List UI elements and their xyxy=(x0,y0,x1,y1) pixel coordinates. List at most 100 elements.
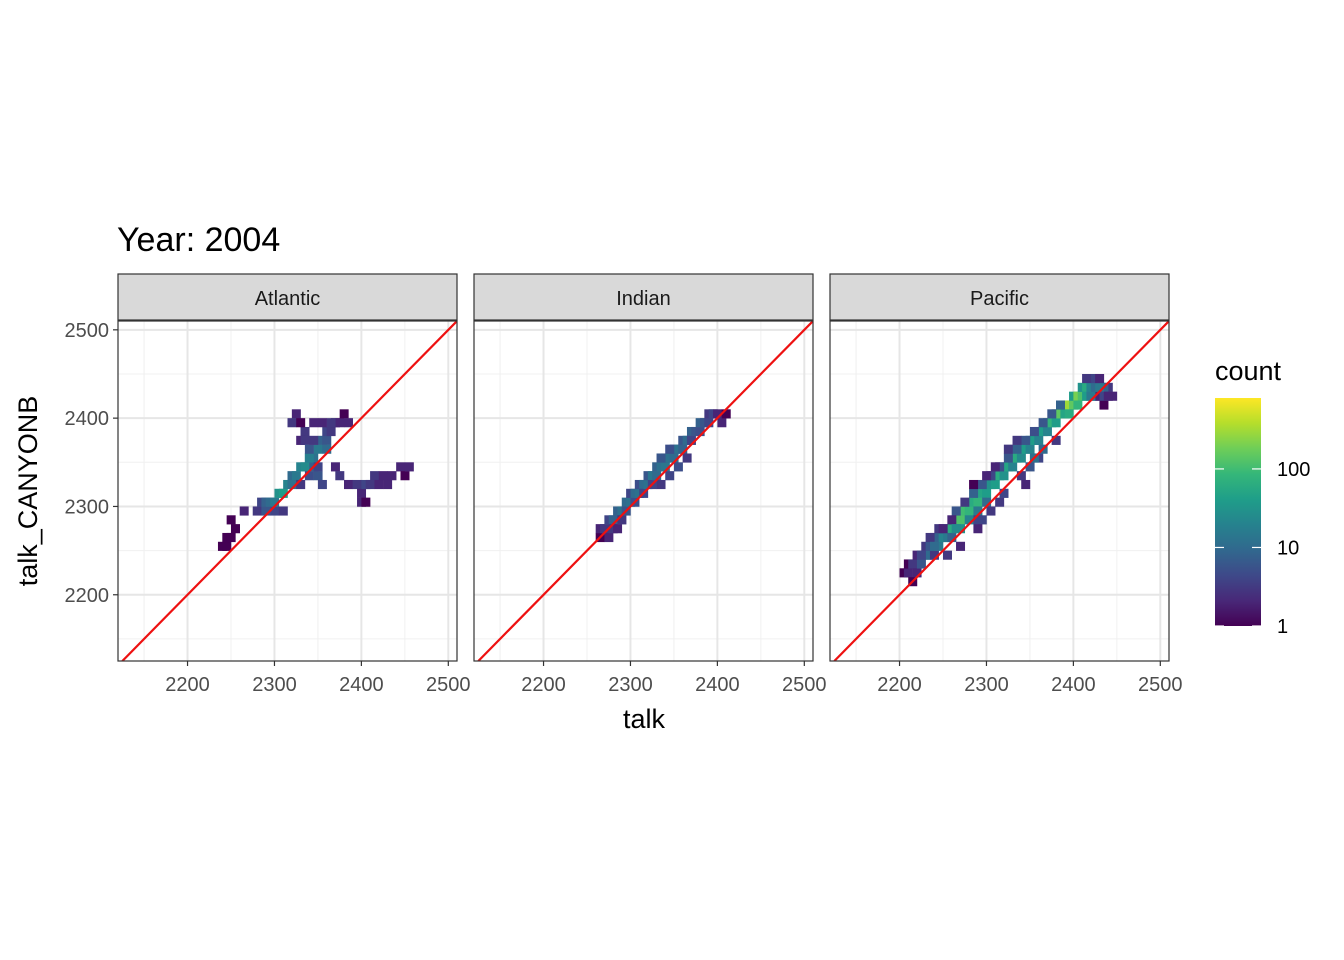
heatmap-bin xyxy=(1008,462,1018,472)
heatmap-bin xyxy=(313,462,323,472)
heatmap-bin xyxy=(344,479,353,490)
heatmap-bin xyxy=(1016,471,1026,481)
heatmap-bin xyxy=(1025,462,1035,472)
reference-line-1to1 xyxy=(121,321,457,661)
heatmap-bin xyxy=(278,488,288,498)
color-legend: count 1 10 100 xyxy=(1215,356,1310,638)
legend-colorbar xyxy=(1215,398,1261,626)
heatmap-bin xyxy=(678,444,688,454)
heatmap-bin xyxy=(929,541,939,551)
heatmap-bin xyxy=(656,479,666,490)
heatmap-bin xyxy=(604,532,614,543)
heatmap-bin xyxy=(1103,391,1113,401)
heatmap-bin xyxy=(1003,453,1013,463)
heatmap-bin xyxy=(982,471,992,481)
heatmap-bin xyxy=(326,426,336,437)
panels-layer: Atlantic 2200 2300 2400 2500 2200 2300 2400 2500… xyxy=(65,273,1183,696)
heatmap-bin xyxy=(652,471,662,481)
heatmap-bin xyxy=(686,435,696,445)
heatmap-bin xyxy=(309,418,319,428)
heatmap-bin xyxy=(973,506,983,516)
heatmap-bin xyxy=(947,515,957,525)
heatmap-bin xyxy=(370,471,380,481)
x-tick-label: 2300 xyxy=(964,674,1009,696)
heatmap-bin xyxy=(361,497,371,507)
heatmap-bin xyxy=(1025,444,1035,454)
heatmap-bin xyxy=(986,506,996,516)
heatmap-bin xyxy=(374,479,384,490)
heatmap-bin xyxy=(999,471,1009,481)
heatmap-bin xyxy=(226,515,236,525)
heatmap-bin xyxy=(335,471,345,481)
heatmap-bin xyxy=(378,471,388,481)
heatmap-bin xyxy=(1051,435,1061,445)
heatmap-bin xyxy=(938,524,948,534)
facet-strip-label: Pacific xyxy=(970,288,1029,310)
heatmap-bin xyxy=(1095,373,1105,384)
heatmap-bin xyxy=(613,524,623,534)
heatmap-bin xyxy=(903,568,913,578)
heatmap-bin xyxy=(1029,426,1039,437)
facet-strip xyxy=(473,273,814,321)
x-tick-label: 2500 xyxy=(426,674,471,696)
heatmap-bin xyxy=(665,444,675,454)
heatmap-bin xyxy=(969,488,979,498)
heatmap-bin xyxy=(296,418,306,428)
heatmap-bin xyxy=(925,532,935,543)
heatmap-bin xyxy=(231,524,240,534)
heatmap-bin xyxy=(270,506,280,516)
facet-strip-label: Atlantic xyxy=(255,288,321,310)
heatmap-bin xyxy=(973,497,983,507)
heatmap-bin xyxy=(261,506,271,516)
heatmap-bin xyxy=(291,409,301,419)
heatmap-bin xyxy=(313,471,323,481)
heatmap-bin xyxy=(908,559,918,569)
heatmap-bin xyxy=(964,506,974,516)
heatmap-bin xyxy=(947,532,957,543)
heatmap-bin xyxy=(322,444,332,454)
heatmap-bin xyxy=(339,409,349,419)
heatmap-bin xyxy=(1051,418,1061,428)
heatmap-bin xyxy=(665,471,675,481)
heatmap-bin xyxy=(357,488,367,498)
heatmap-bin xyxy=(287,418,297,428)
heatmap-bin xyxy=(973,515,983,525)
x-axis-title: talk xyxy=(623,704,666,734)
heatmap-bin xyxy=(330,462,340,472)
heatmap-bin xyxy=(326,418,336,428)
heatmap-bin xyxy=(990,479,1000,490)
heatmap-bin xyxy=(1038,418,1048,428)
x-tick-label: 2400 xyxy=(339,674,384,696)
heatmap-cells xyxy=(217,409,414,551)
heatmap-bin xyxy=(300,462,310,472)
panel-border xyxy=(829,320,1170,662)
legend-break-label: 100 xyxy=(1277,459,1310,481)
panel-border xyxy=(473,320,814,662)
heatmap-bin xyxy=(317,418,327,428)
heatmap-bin xyxy=(656,453,666,463)
heatmap-bin xyxy=(296,479,306,490)
heatmap-bin xyxy=(969,479,979,490)
x-tick-label: 2500 xyxy=(1138,674,1183,696)
heatmap-bin xyxy=(300,426,310,437)
heatmap-bin xyxy=(977,479,987,490)
heatmap-bin xyxy=(973,524,983,534)
heatmap-bin xyxy=(226,532,236,543)
heatmap-bin xyxy=(278,506,288,516)
heatmap-bin xyxy=(387,471,397,481)
heatmap-bin xyxy=(1047,409,1057,419)
heatmap-bin xyxy=(943,550,952,560)
facet-strip-label: Indian xyxy=(616,288,671,310)
heatmap-bin xyxy=(1064,409,1074,419)
heatmap-bin xyxy=(682,453,692,463)
heatmap-bin xyxy=(608,515,618,525)
facet-strip xyxy=(829,273,1170,321)
heatmap-bin xyxy=(335,418,345,428)
heatmap-bin xyxy=(252,506,262,516)
heatmap-cells xyxy=(899,373,1118,587)
heatmap-bin xyxy=(304,444,314,454)
facet-panel-indian: Indian 2200 2300 2400 2500 xyxy=(473,273,827,696)
heatmap-bin xyxy=(617,515,627,525)
x-tick-label: 2400 xyxy=(695,674,740,696)
